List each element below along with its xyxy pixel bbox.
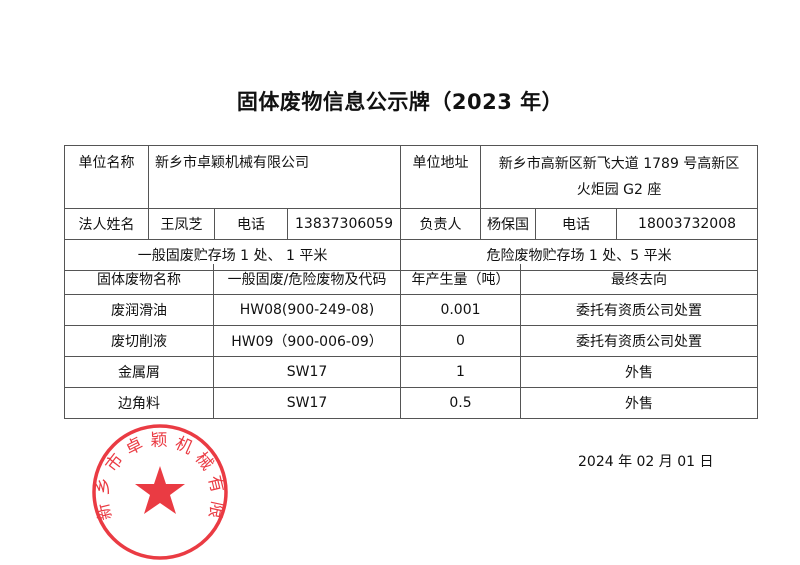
waste-amount: 0.001	[400, 294, 521, 326]
star-icon	[135, 466, 185, 514]
waste-code: HW08(900-249-08)	[213, 294, 401, 326]
header-amount: 年产生量（吨）	[400, 264, 521, 295]
waste-name: 废润滑油	[64, 294, 214, 326]
manager-label: 负责人	[400, 208, 482, 240]
phone-label-1: 电话	[214, 208, 288, 240]
waste-destination: 外售	[520, 356, 758, 388]
address-line-2: 火炬园 G2 座	[576, 182, 662, 198]
header-destination: 最终去向	[520, 264, 758, 295]
company-label: 单位名称	[64, 145, 149, 209]
waste-amount: 1	[400, 356, 521, 388]
info-table: 单位名称 新乡市卓颖机械有限公司 单位地址 新乡市高新区新飞大道 1789 号高…	[63, 145, 759, 271]
waste-amount: 0.5	[400, 387, 521, 419]
legal-value: 王凤芝	[148, 208, 215, 240]
manager-value: 杨保国	[480, 208, 537, 240]
waste-destination: 外售	[520, 387, 758, 419]
table-row: 废润滑油 HW08(900-249-08) 0.001 委托有资质公司处置	[64, 294, 758, 326]
address-label: 单位地址	[400, 145, 482, 209]
legal-label: 法人姓名	[64, 208, 149, 240]
waste-name: 废切削液	[64, 325, 214, 357]
company-seal: 新乡市卓颖机械有限公司	[90, 422, 228, 560]
company-value: 新乡市卓颖机械有限公司	[147, 145, 402, 209]
table-row: 边角料 SW17 0.5 外售	[64, 387, 758, 419]
address-value: 新乡市高新区新飞大道 1789 号高新区 火炬园 G2 座	[480, 145, 759, 209]
phone-value-1: 13837306059	[286, 208, 402, 240]
page-title: 固体废物信息公示牌（2023 年）	[236, 90, 564, 114]
seal-ring	[92, 424, 228, 560]
waste-amount: 0	[400, 325, 521, 357]
waste-destination: 委托有资质公司处置	[520, 325, 758, 357]
date: 2024 年 02 月 01 日	[578, 454, 714, 470]
waste-destination: 委托有资质公司处置	[520, 294, 758, 326]
waste-table: 固体废物名称 一般固废/危险废物及代码 年产生量（吨） 最终去向 废润滑油 HW…	[64, 264, 758, 419]
waste-name: 金属屑	[64, 356, 214, 388]
waste-code: SW17	[213, 387, 401, 419]
table-header-row: 固体废物名称 一般固废/危险废物及代码 年产生量（吨） 最终去向	[64, 264, 758, 295]
table-row: 废切削液 HW09（900-006-09） 0 委托有资质公司处置	[64, 325, 758, 357]
header-code: 一般固废/危险废物及代码	[213, 264, 401, 295]
table-row: 金属屑 SW17 1 外售	[64, 356, 758, 388]
phone-value-2: 18003732008	[616, 208, 759, 240]
waste-name: 边角料	[64, 387, 214, 419]
waste-code: SW17	[213, 356, 401, 388]
address-line-1: 新乡市高新区新飞大道 1789 号高新区	[498, 156, 740, 172]
header-name: 固体废物名称	[64, 264, 214, 295]
waste-code: HW09（900-006-09）	[213, 325, 401, 357]
phone-label-2: 电话	[535, 208, 618, 240]
